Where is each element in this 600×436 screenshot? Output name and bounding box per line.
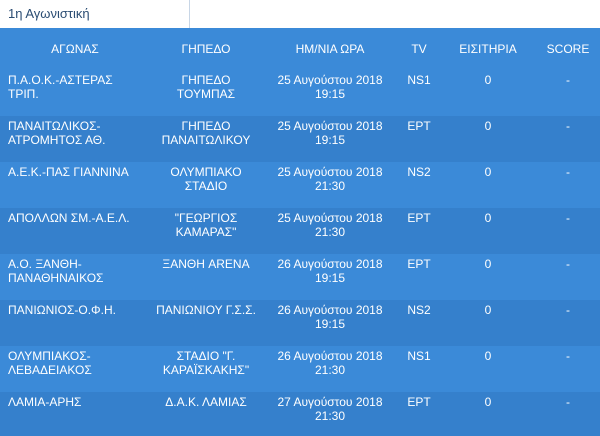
cell-tickets: 0 — [440, 346, 536, 392]
table-row[interactable]: Α.Ο. ΞΑΝΘΗ-ΠΑΝΑΘΗΝΑΙΚΟΣ ΞΑΝΘΗ ARENA 26 Α… — [0, 254, 600, 300]
cell-tv: ΕΡΤ — [398, 208, 440, 254]
cell-stadium: ΞΑΝΘΗ ARENA — [150, 254, 262, 300]
table-row[interactable]: ΠΑΝΙΩΝΙΟΣ-Ο.Φ.Η. ΠΑΝΙΩΝΙΟΥ Γ.Σ.Σ. 26 Αυγ… — [0, 300, 600, 346]
cell-tickets: 0 — [440, 162, 536, 208]
table-row[interactable]: ΟΛΥΜΠΙΑΚΟΣ-ΛΕΒΑΔΕΙΑΚΟΣ ΣΤΑΔΙΟ "Γ. ΚΑΡΑΪΣ… — [0, 346, 600, 392]
cell-time: 21:30 — [314, 225, 346, 239]
header-datetime: ΗΜ/ΝΙΑ ΩΡΑ — [295, 42, 365, 56]
cell-score: - — [536, 116, 600, 162]
cell-tickets: 0 — [440, 254, 536, 300]
cell-stadium: ΣΤΑΔΙΟ "Γ. ΚΑΡΑΪΣΚΑΚΗΣ" — [150, 346, 262, 392]
cell-tv: NS1 — [398, 346, 440, 392]
table-row[interactable]: ΑΠΟΛΛΩΝ ΣΜ.-Α.Ε.Λ. "ΓΕΩΡΓΙΟΣ ΚΑΜΑΡΑΣ" 25… — [0, 208, 600, 254]
cell-tv: ΕΡΤ — [398, 116, 440, 162]
cell-date: 26 Αυγούστου 2018 — [277, 257, 383, 271]
cell-time: 19:15 — [314, 87, 346, 101]
cell-score: - — [536, 346, 600, 392]
table-row[interactable]: Π.Α.Ο.Κ.-ΑΣΤΕΡΑΣ ΤΡΙΠ. ΓΗΠΕΔΟ ΤΟΥΜΠΑΣ 25… — [0, 70, 600, 116]
tab-matchday-label: 1η Αγωνιστική — [8, 6, 90, 21]
cell-stadium: ΠΑΝΙΩΝΙΟΥ Γ.Σ.Σ. — [150, 300, 262, 346]
table-row[interactable]: ΛΑΜΙΑ-ΑΡΗΣ Δ.Α.Κ. ΛΑΜΙΑΣ 27 Αυγούστου 20… — [0, 392, 600, 436]
cell-date: 25 Αυγούστου 2018 — [277, 119, 383, 133]
cell-date: 26 Αυγούστου 2018 — [277, 303, 383, 317]
cell-match: Α.Ε.Κ.-ΠΑΣ ΓΙΑΝΝΙΝΑ — [0, 162, 150, 208]
header-score: SCORE — [546, 42, 590, 56]
cell-tv: NS2 — [398, 300, 440, 346]
cell-match: Π.Α.Ο.Κ.-ΑΣΤΕΡΑΣ ΤΡΙΠ. — [0, 70, 150, 116]
cell-tickets: 0 — [440, 116, 536, 162]
cell-stadium: ΟΛΥΜΠΙΑΚΟ ΣΤΑΔΙΟ — [150, 162, 262, 208]
cell-match: ΟΛΥΜΠΙΑΚΟΣ-ΛΕΒΑΔΕΙΑΚΟΣ — [0, 346, 150, 392]
cell-tickets: 0 — [440, 208, 536, 254]
cell-time: 21:30 — [314, 409, 346, 423]
cell-tv: NS2 — [398, 162, 440, 208]
cell-stadium: "ΓΕΩΡΓΙΟΣ ΚΑΜΑΡΑΣ" — [150, 208, 262, 254]
header-stadium: ΓΗΠΕΔΟ — [181, 42, 231, 56]
cell-tickets: 0 — [440, 300, 536, 346]
cell-score: - — [536, 392, 600, 436]
cell-match: ΠΑΝΑΙΤΩΛΙΚΟΣ-ΑΤΡΟΜΗΤΟΣ ΑΘ. — [0, 116, 150, 162]
cell-time: 19:15 — [314, 317, 346, 331]
cell-match: ΠΑΝΙΩΝΙΟΣ-Ο.Φ.Η. — [0, 300, 150, 346]
header-tickets: ΕΙΣΙΤΗΡΙΑ — [459, 42, 517, 56]
cell-tv: NS1 — [398, 70, 440, 116]
cell-datetime: 25 Αυγούστου 2018 21:30 — [262, 208, 398, 254]
cell-time: 19:15 — [314, 133, 346, 147]
cell-stadium: Δ.Α.Κ. ΛΑΜΙΑΣ — [150, 392, 262, 436]
cell-tickets: 0 — [440, 70, 536, 116]
tab-matchday[interactable]: 1η Αγωνιστική — [0, 0, 190, 28]
cell-datetime: 25 Αυγούστου 2018 19:15 — [262, 70, 398, 116]
cell-score: - — [536, 300, 600, 346]
cell-datetime: 26 Αυγούστου 2018 19:15 — [262, 254, 398, 300]
table-row[interactable]: ΠΑΝΑΙΤΩΛΙΚΟΣ-ΑΤΡΟΜΗΤΟΣ ΑΘ. ΓΗΠΕΔΟ ΠΑΝΑΙΤ… — [0, 116, 600, 162]
cell-tickets: 0 — [440, 392, 536, 436]
cell-stadium: ΓΗΠΕΔΟ ΠΑΝΑΙΤΩΛΙΚΟΥ — [150, 116, 262, 162]
cell-date: 26 Αυγούστου 2018 — [277, 349, 383, 363]
cell-datetime: 27 Αυγούστου 2018 21:30 — [262, 392, 398, 436]
cell-score: - — [536, 254, 600, 300]
tab-strip — [190, 0, 600, 28]
cell-time: 21:30 — [314, 179, 346, 193]
cell-score: - — [536, 70, 600, 116]
cell-date: 25 Αυγούστου 2018 — [277, 73, 383, 87]
cell-datetime: 26 Αυγούστου 2018 19:15 — [262, 300, 398, 346]
header-tv: TV — [411, 42, 427, 56]
cell-match: Α.Ο. ΞΑΝΘΗ-ΠΑΝΑΘΗΝΑΙΚΟΣ — [0, 254, 150, 300]
cell-stadium: ΓΗΠΕΔΟ ΤΟΥΜΠΑΣ — [150, 70, 262, 116]
cell-match: ΛΑΜΙΑ-ΑΡΗΣ — [0, 392, 150, 436]
cell-match: ΑΠΟΛΛΩΝ ΣΜ.-Α.Ε.Λ. — [0, 208, 150, 254]
cell-date: 25 Αυγούστου 2018 — [277, 165, 383, 179]
cell-score: - — [536, 208, 600, 254]
table-header-row: ΑΓΩΝΑΣ ΓΗΠΕΔΟ ΗΜ/ΝΙΑ ΩΡΑ TV ΕΙΣΙΤΗΡΙΑ SC… — [0, 28, 600, 70]
cell-datetime: 25 Αυγούστου 2018 21:30 — [262, 162, 398, 208]
cell-datetime: 25 Αυγούστου 2018 19:15 — [262, 116, 398, 162]
cell-tv: ΕΡΤ — [398, 392, 440, 436]
cell-time: 19:15 — [314, 271, 346, 285]
header-match: ΑΓΩΝΑΣ — [51, 42, 99, 56]
cell-time: 21:30 — [314, 363, 346, 377]
table-row[interactable]: Α.Ε.Κ.-ΠΑΣ ΓΙΑΝΝΙΝΑ ΟΛΥΜΠΙΑΚΟ ΣΤΑΔΙΟ 25 … — [0, 162, 600, 208]
cell-datetime: 26 Αυγούστου 2018 21:30 — [262, 346, 398, 392]
cell-score: - — [536, 162, 600, 208]
fixtures-table: ΑΓΩΝΑΣ ΓΗΠΕΔΟ ΗΜ/ΝΙΑ ΩΡΑ TV ΕΙΣΙΤΗΡΙΑ SC… — [0, 28, 600, 436]
cell-date: 25 Αυγούστου 2018 — [277, 211, 383, 225]
cell-date: 27 Αυγούστου 2018 — [277, 395, 383, 409]
cell-tv: ΕΡΤ — [398, 254, 440, 300]
